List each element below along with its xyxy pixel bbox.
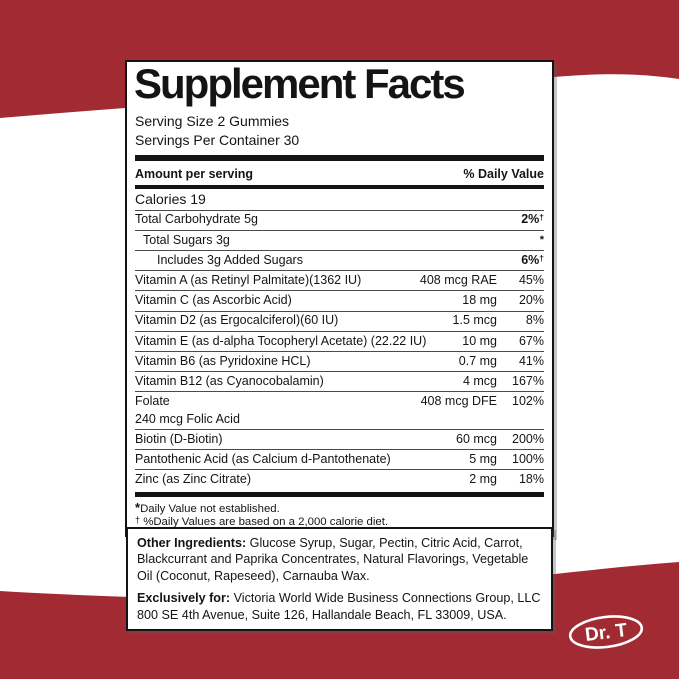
footnote-star: *Daily Value not established. [135,499,280,515]
footnotes: *Daily Value not established. † %Daily V… [135,497,544,531]
exclusively-for-text: Victoria World Wide Business Connections… [137,591,541,622]
drt-logo-text: Dr. T [584,620,629,646]
exclusively-for-label: Exclusively for: [137,591,231,606]
panel-title: Supplement Facts [134,60,466,107]
servings-per-container: Servings Per Container 30 [135,132,300,148]
calories-label: Calories 19 [135,191,206,207]
other-ingredients-label: Other Ingredients: [137,536,247,550]
info-panel: Other Ingredients: Glucose Syrup, Sugar,… [126,527,553,632]
nutrient-row-vitamin-a: Vitamin A (as Retinyl Palmitate)(1362 IU… [135,270,544,290]
nutrient-row-folate: Folate 240 mcg Folic Acid 408 mcg DFE 10… [135,391,544,429]
supplement-facts-panel: Supplement Facts Serving Size 2 Gummies … [125,60,554,538]
calories-row: Calories 19 [135,189,544,210]
nutrient-row-pantothenic-acid: Pantothenic Acid (as Calcium d-Pantothen… [135,449,544,469]
nutrient-row-biotin: Biotin (D-Biotin) 60 mcg 200% [135,429,544,449]
nutrient-row-total-sugars: Total Sugars 3g * [135,229,544,250]
footnote-dagger: † %Daily Values are based on a 2,000 cal… [135,515,389,529]
serving-size: Serving Size 2 Gummies [135,113,290,129]
other-ingredients: Other Ingredients: Glucose Syrup, Sugar,… [137,535,542,584]
divider-thick-bottom [135,491,544,497]
amount-per-serving-label: Amount per serving [135,167,254,181]
divider-medium [135,185,544,189]
nutrient-row-zinc: Zinc (as Zinc Citrate) 2 mg 18% [135,469,544,489]
drt-logo: Dr. T [568,615,644,649]
nutrient-row-vitamin-d2: Vitamin D2 (as Ergocalciferol)(60 IU) 1.… [135,310,544,331]
daily-value-label: % Daily Value [463,167,544,181]
nutrient-row-vitamin-b12: Vitamin B12 (as Cyanocobalamin) 4 mcg 16… [135,371,544,391]
nutrient-row-vitamin-e: Vitamin E (as d-alpha Tocopheryl Acetate… [135,330,544,351]
nutrient-row-added-sugars: Includes 3g Added Sugars 6%† [135,249,544,270]
exclusively-for: Exclusively for: Victoria World Wide Bus… [137,590,542,623]
drt-logo-oval [568,615,644,649]
folate-subline: 240 mcg Folic Acid [135,411,240,426]
column-header-row: Amount per serving % Daily Value [135,161,544,185]
divider-thick-top [135,155,544,161]
other-ingredients-text: Glucose Syrup, Sugar, Pectin, Citric Aci… [137,536,529,583]
nutrient-row-vitamin-b6: Vitamin B6 (as Pyridoxine HCL) 0.7 mg 41… [135,350,544,371]
nutrient-row-total-carbohydrate: Total Carbohydrate 5g 2%† [135,209,544,230]
nutrient-row-vitamin-c: Vitamin C (as Ascorbic Acid) 18 mg 20% [135,290,544,310]
